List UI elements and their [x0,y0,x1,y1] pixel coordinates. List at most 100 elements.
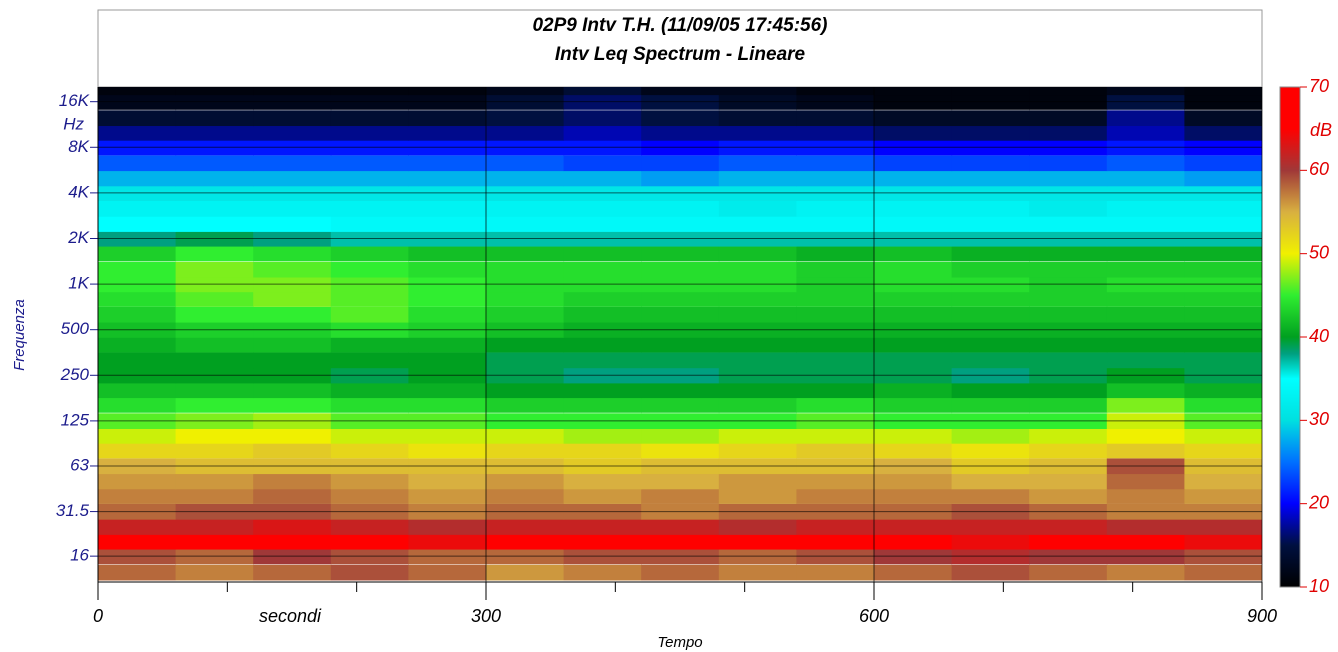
cell [1106,427,1185,444]
cell [175,155,254,172]
cell [330,155,409,172]
cell [253,245,332,262]
cell [175,201,254,217]
cell [718,473,797,490]
cell [330,473,409,490]
cell [408,170,487,187]
cell [175,473,254,490]
cell [175,261,254,278]
cell [408,427,487,444]
cell [1184,216,1262,232]
cell [175,170,254,187]
cell [641,442,720,459]
cell [1106,291,1185,307]
cell [1029,352,1108,369]
cell [718,125,797,141]
cell [1029,155,1108,172]
cell [1029,519,1108,535]
cell [486,352,565,369]
cell [486,201,565,217]
cell [951,352,1030,369]
cell [563,519,642,535]
cell [951,261,1030,278]
cell [486,110,565,127]
cell [175,564,254,581]
x-axis-title: Tempo [657,634,702,651]
cell [1029,201,1108,217]
cell [1184,442,1262,459]
cell [330,261,409,278]
cell [1106,306,1185,323]
cell [951,533,1030,550]
cell [98,216,177,232]
cell [486,442,565,459]
cell [330,306,409,323]
cell [98,382,177,399]
cell [1106,488,1185,504]
cell [718,488,797,504]
cell [1029,473,1108,490]
cell [796,306,875,323]
cell [874,110,953,127]
cell [408,488,487,504]
cell [796,397,875,413]
cell [563,533,642,550]
cell [1106,170,1185,187]
cell [408,201,487,217]
cell [98,488,177,504]
cell [486,245,565,262]
cell [98,473,177,490]
cell [796,519,875,535]
cell [1106,352,1185,369]
cell [1106,336,1185,353]
cell [796,125,875,141]
cell [641,155,720,172]
cell [253,170,332,187]
cell [175,533,254,550]
cell [563,564,642,581]
cell [486,533,565,550]
cell [1184,519,1262,535]
cell [796,442,875,459]
cell [951,291,1030,307]
cell [486,216,565,232]
x-tick-label: 600 [859,606,889,626]
cell [330,201,409,217]
cell [330,352,409,369]
y-tick-label: 125 [61,410,90,429]
cell [98,201,177,217]
cell [1029,87,1108,96]
cell [330,442,409,459]
colorbar-tick-label: 10 [1309,576,1329,596]
cell [1029,261,1108,278]
cell [874,155,953,172]
cell [486,87,565,96]
cell [951,306,1030,323]
cell [951,155,1030,172]
cell [330,125,409,141]
colorbar-tick-label: 20 [1308,492,1329,512]
x-unit: secondi [259,606,322,626]
cell [253,533,332,550]
colorbar-tick-label: 70 [1309,76,1329,96]
cell [408,473,487,490]
cell [874,201,953,217]
cell [796,201,875,217]
cell [486,564,565,581]
cell [641,87,720,96]
cell [1106,125,1185,141]
cell [796,533,875,550]
cell [1106,382,1185,399]
cell [796,352,875,369]
cell [874,291,953,307]
cell [951,427,1030,444]
cell [951,110,1030,127]
cell [951,397,1030,413]
cell [408,155,487,172]
cell [253,488,332,504]
cell [641,336,720,353]
cell [408,382,487,399]
y-tick-label: 4K [68,182,89,201]
cell [1184,155,1262,172]
cell [641,291,720,307]
